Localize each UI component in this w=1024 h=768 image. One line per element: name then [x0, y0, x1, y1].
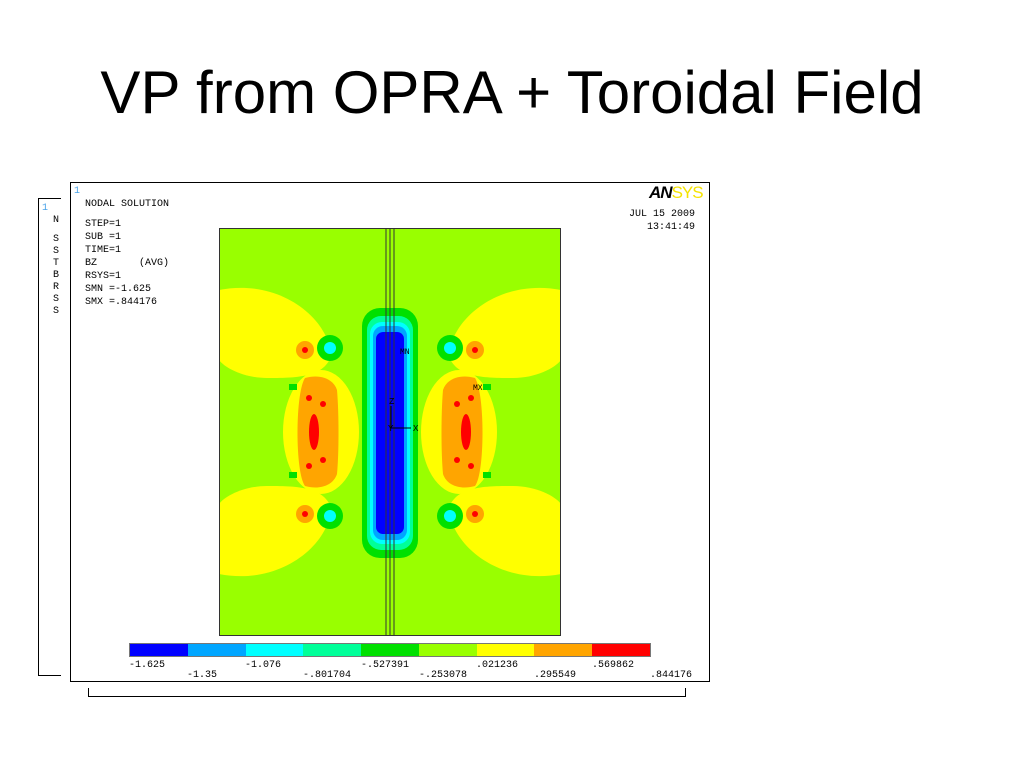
coordinate-triad [390, 406, 411, 429]
legend-label: .021236 [476, 660, 519, 671]
ansys-logo: ANSYS [649, 183, 704, 203]
label-mx: MX [473, 384, 483, 393]
legend-label: -1.625 [129, 660, 166, 671]
side-letter-s: S [53, 306, 60, 317]
label-y-axis: Y [388, 424, 394, 434]
side-letter-r: R [53, 282, 60, 293]
label-mn: MN [400, 348, 410, 357]
side-letter-t: T [53, 258, 60, 269]
legend-swatch [361, 644, 419, 656]
side-letter-b: B [53, 270, 60, 281]
legend-swatch [303, 644, 362, 656]
label-z-axis: Z [389, 397, 395, 407]
side-letter-s: S [53, 294, 60, 305]
info-line-nodal-solution: NODAL SOLUTION [85, 199, 170, 210]
side-letter-s: S [53, 246, 60, 257]
legend-swatch [592, 644, 651, 656]
legend-label: -.253078 [419, 670, 468, 681]
ansys-graphics-window: 1 ANSYS NODAL SOLUTION STEP=1 SUB =1 TIM… [70, 182, 710, 682]
logo-part-an: AN [649, 183, 673, 202]
legend-swatch [418, 644, 477, 656]
side-window-number: 1 [42, 203, 49, 214]
legend-label: -1.35 [187, 670, 218, 681]
color-legend-bar [129, 643, 651, 657]
info-line-bz: BZ (AVG) [85, 258, 170, 269]
plot-time: 13:41:49 [646, 222, 695, 233]
info-line-rsys: RSYS=1 [85, 271, 122, 282]
contour-plot: Z Y X MN MX [219, 228, 561, 636]
legend-label: .295549 [534, 670, 577, 681]
legend-swatch [130, 644, 188, 656]
legend-swatch [534, 644, 593, 656]
window-number: 1 [74, 186, 81, 197]
info-line-smx: SMX =.844176 [85, 297, 158, 308]
legend-swatch [476, 644, 535, 656]
legend-label: -.801704 [303, 670, 352, 681]
legend-label: .569862 [592, 660, 635, 671]
info-line-smn: SMN =-1.625 [85, 284, 152, 295]
info-line-time: TIME=1 [85, 245, 122, 256]
legend-swatch [187, 644, 246, 656]
side-blobs [317, 335, 463, 529]
plot-date: JUL 15 2009 [628, 209, 695, 220]
legend-label: .844176 [650, 670, 693, 681]
legend-label: -.527391 [361, 660, 410, 671]
label-x-axis: X [413, 424, 419, 434]
side-bracket [38, 198, 61, 676]
info-line-sub: SUB =1 [85, 232, 122, 243]
small-green-dots [289, 384, 491, 478]
info-line-step: STEP=1 [85, 219, 122, 230]
side-letter-n: N [53, 215, 60, 226]
legend-label: -1.076 [245, 660, 282, 671]
slide-title: VP from OPRA + Toroidal Field [100, 59, 924, 126]
plot-border [219, 228, 561, 636]
logo-part-sys: SYS [671, 183, 704, 202]
side-letter-s: S [53, 234, 60, 245]
vertical-gap-lines [385, 228, 395, 636]
bottom-bracket [88, 688, 686, 697]
legend-swatch [245, 644, 304, 656]
red-hotspots [302, 347, 478, 517]
